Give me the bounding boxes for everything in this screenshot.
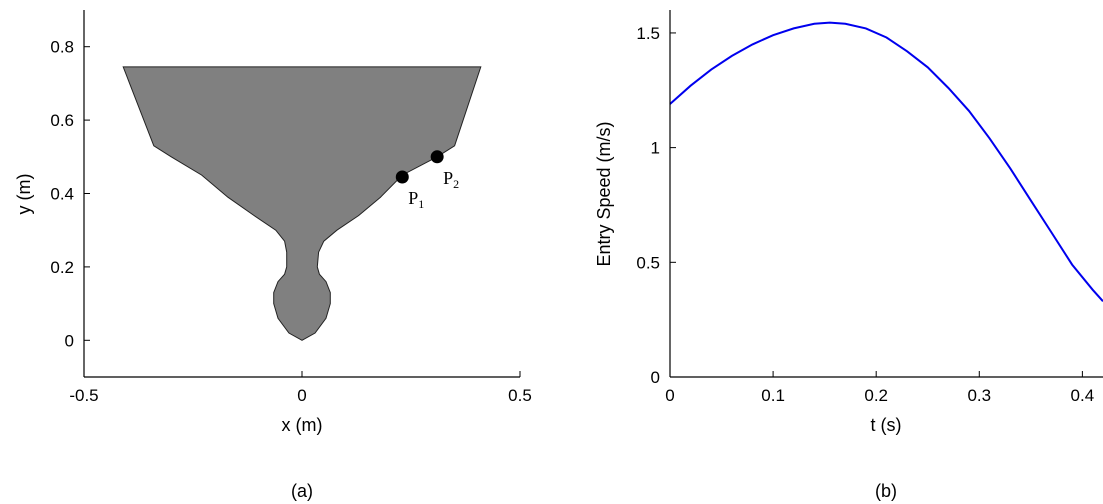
ticks-a: -0.5 0 0.5 0 0.2 0.4 0.6 0.8 xyxy=(50,38,531,405)
x-axis-label-b: t (s) xyxy=(871,415,902,435)
x-tick-label-a: -0.5 xyxy=(69,386,98,405)
y-tick-label-a: 0.6 xyxy=(50,111,74,130)
point-marker xyxy=(395,170,409,184)
x-tick-label-b: 0.3 xyxy=(967,386,991,405)
y-tick-label-b: 1.5 xyxy=(636,24,660,43)
y-tick-label-b: 0.5 xyxy=(636,253,660,272)
panel-label-b: (b) xyxy=(875,481,897,501)
panel-b: 0 0.1 0.2 0.3 0.4 0 0.5 1 1.5 t (s) Entry Speed … xyxy=(594,10,1103,501)
x-tick-label-b: 0 xyxy=(665,386,674,405)
x-tick-label-b: 0.1 xyxy=(761,386,785,405)
point-label-subscript: 1 xyxy=(418,197,424,211)
y-tick-label-b: 1 xyxy=(651,139,660,158)
point-marker xyxy=(430,150,444,164)
y-tick-label-a: 0 xyxy=(65,331,74,350)
y-axis-label-b: Entry Speed (m/s) xyxy=(594,121,614,266)
y-tick-label-a: 0.4 xyxy=(50,185,74,204)
x-axis-label-a: x (m) xyxy=(282,415,323,435)
ticks-b: 0 0.1 0.2 0.3 0.4 0 0.5 1 1.5 xyxy=(636,24,1094,405)
y-tick-label-a: 0.8 xyxy=(50,38,74,57)
y-tick-label-a: 0.2 xyxy=(50,258,74,277)
x-tick-label-b: 0.2 xyxy=(864,386,888,405)
panel-a: P1 P2 -0.5 0 0.5 0 0.2 0.4 0.6 0.8 x (m) y (m) (… xyxy=(14,10,532,501)
point-label: P1 xyxy=(408,188,424,211)
x-tick-label-a: 0.5 xyxy=(508,386,532,405)
y-axis-label-a: y (m) xyxy=(14,174,34,215)
panel-label-a: (a) xyxy=(291,481,313,501)
y-tick-label-b: 0 xyxy=(651,368,660,387)
x-tick-label-b: 0.4 xyxy=(1071,386,1095,405)
entry-speed-line xyxy=(669,21,1103,302)
point-label-subscript: 2 xyxy=(453,177,459,191)
point-label: P2 xyxy=(443,168,459,191)
vessel-shape xyxy=(122,66,482,341)
x-tick-label-a: 0 xyxy=(297,386,306,405)
